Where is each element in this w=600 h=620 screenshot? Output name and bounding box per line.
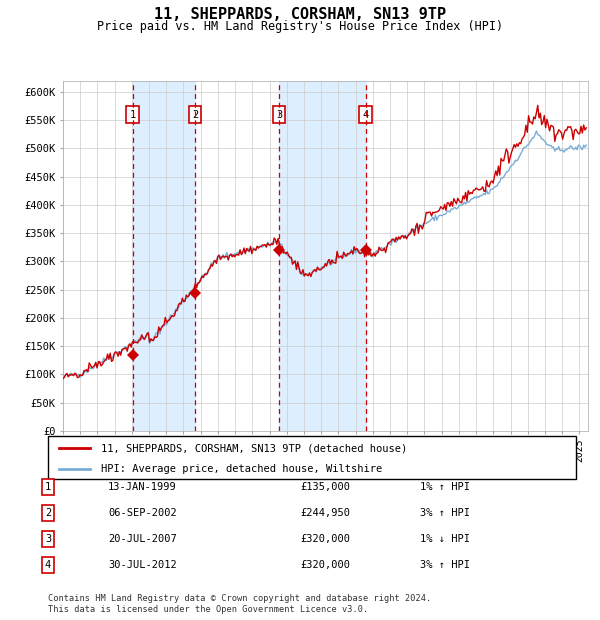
Text: 1: 1 [45, 482, 51, 492]
FancyBboxPatch shape [48, 436, 576, 479]
Text: 1% ↑ HPI: 1% ↑ HPI [420, 482, 470, 492]
Bar [133, 81, 195, 431]
Text: 3% ↑ HPI: 3% ↑ HPI [420, 508, 470, 518]
Text: 2: 2 [45, 508, 51, 518]
Text: 1: 1 [130, 110, 136, 120]
Text: 30-JUL-2012: 30-JUL-2012 [108, 560, 177, 570]
Text: 3: 3 [45, 534, 51, 544]
Bar [279, 81, 365, 431]
Text: 06-SEP-2002: 06-SEP-2002 [108, 508, 177, 518]
Text: 1% ↓ HPI: 1% ↓ HPI [420, 534, 470, 544]
Text: £135,000: £135,000 [300, 482, 350, 492]
Text: £244,950: £244,950 [300, 508, 350, 518]
Text: HPI: Average price, detached house, Wiltshire: HPI: Average price, detached house, Wilt… [101, 464, 382, 474]
Text: £320,000: £320,000 [300, 534, 350, 544]
Text: 11, SHEPPARDS, CORSHAM, SN13 9TP (detached house): 11, SHEPPARDS, CORSHAM, SN13 9TP (detach… [101, 443, 407, 453]
Text: 3: 3 [276, 110, 282, 120]
Text: £320,000: £320,000 [300, 560, 350, 570]
Text: This data is licensed under the Open Government Licence v3.0.: This data is licensed under the Open Gov… [48, 605, 368, 614]
Text: Contains HM Land Registry data © Crown copyright and database right 2024.: Contains HM Land Registry data © Crown c… [48, 594, 431, 603]
Text: 4: 4 [362, 110, 369, 120]
Text: 3% ↑ HPI: 3% ↑ HPI [420, 560, 470, 570]
Text: 2: 2 [192, 110, 199, 120]
Text: 13-JAN-1999: 13-JAN-1999 [108, 482, 177, 492]
Text: 11, SHEPPARDS, CORSHAM, SN13 9TP: 11, SHEPPARDS, CORSHAM, SN13 9TP [154, 7, 446, 22]
Text: 4: 4 [45, 560, 51, 570]
Text: 20-JUL-2007: 20-JUL-2007 [108, 534, 177, 544]
Text: Price paid vs. HM Land Registry's House Price Index (HPI): Price paid vs. HM Land Registry's House … [97, 20, 503, 33]
